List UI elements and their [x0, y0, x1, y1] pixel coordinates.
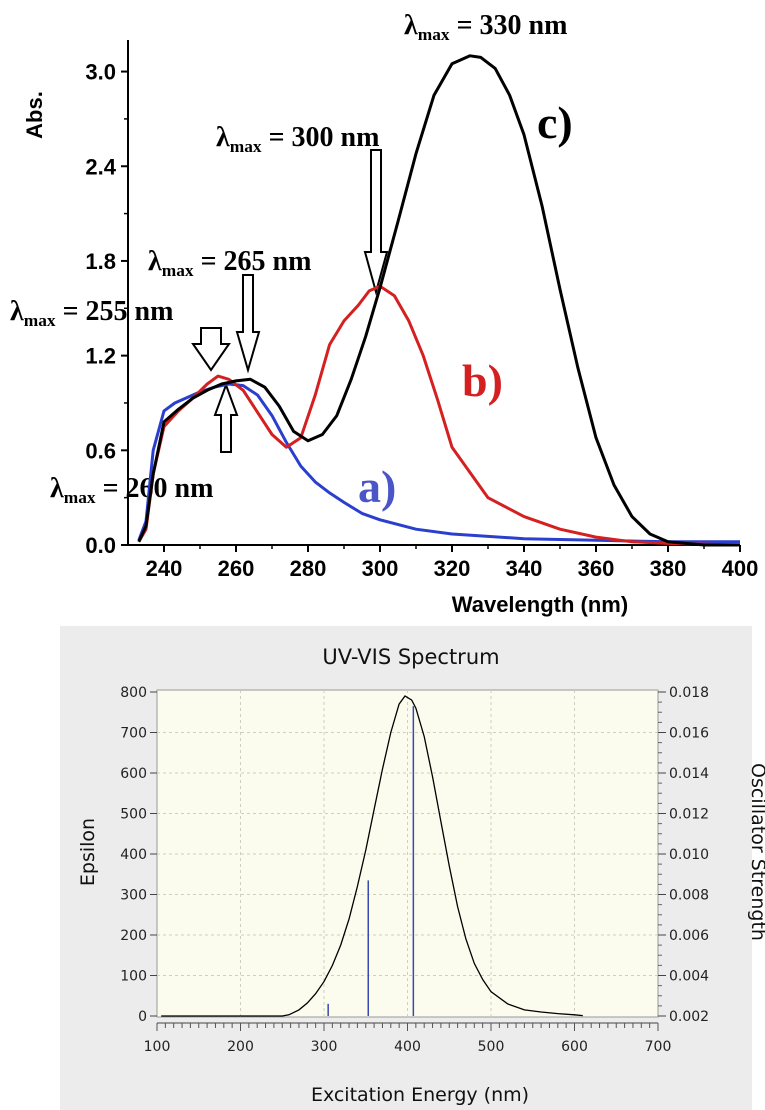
x-axis-label: Wavelength (nm): [452, 592, 628, 617]
y-axis-label-right: Oscillator Strength: [747, 763, 765, 941]
top-series-group: [137, 54, 741, 547]
x-tick-label: 100: [144, 1039, 171, 1055]
y2-tick-label: 0.014: [669, 766, 709, 782]
y2-tick-label: 0.010: [669, 847, 709, 863]
lambda-max-label-255: λmax = 255 nm: [10, 296, 173, 330]
epsilon-curve: [161, 695, 583, 1017]
y2-tick-label: 0.002: [669, 1009, 709, 1025]
series-line-c: [137, 54, 740, 547]
y-tick-label: 1.2: [85, 344, 116, 369]
y-tick-label: 3.0: [85, 60, 116, 85]
y2-tick-label: 0.016: [669, 726, 709, 742]
x-tick-label: 260: [218, 556, 255, 581]
x-tick-label: 400: [394, 1039, 421, 1055]
arrow-260: [213, 382, 239, 453]
x-tick-label: 380: [650, 556, 687, 581]
y-tick-label: 1.8: [85, 249, 116, 274]
y-tick-label: 0.0: [85, 533, 116, 558]
y-tick-label: 800: [120, 685, 147, 701]
y-tick-label: 600: [120, 766, 147, 782]
x-tick-label: 300: [311, 1039, 338, 1055]
chart-title: UV-VIS Spectrum: [322, 645, 499, 669]
x-tick-label: 280: [290, 556, 327, 581]
uv-vis-chart: UV-VIS Spectrum 0 100 200 300 400 500 600 700 80…: [60, 626, 765, 1110]
series-label-a: a): [358, 461, 396, 512]
y2-tick-label: 0.008: [669, 888, 709, 904]
y2-tick-label: 0.012: [669, 807, 709, 823]
y-tick-label: 300: [120, 888, 147, 904]
x-tick-label: 240: [146, 556, 183, 581]
y-tick-label: 0.6: [85, 438, 116, 463]
y-axis-label-left: Epsilon: [77, 818, 99, 886]
y-tick-label: 0: [138, 1009, 147, 1025]
x-tick-label: 360: [578, 556, 615, 581]
y2-tick-label: 0.018: [669, 685, 709, 701]
x-axis-label-bottom: Excitation Energy (nm): [311, 1084, 529, 1106]
arrow-255: [191, 327, 231, 372]
lambda-max-label-330: λmax = 330 nm: [404, 10, 567, 44]
x-tick-label: 320: [434, 556, 471, 581]
arrow-265: [235, 274, 261, 374]
series-line-a: [137, 382, 740, 544]
bottom-series-group: [161, 695, 583, 1017]
x-tick-label: 200: [227, 1039, 254, 1055]
bottom-axes: 0 100 200 300 400 500 600 700 800 0.002 0.004 0.006…: [120, 685, 709, 1055]
lambda-max-annotations: λmax = 330 nm λmax = 300 nm λmax = 265 nm λ…: [10, 10, 567, 507]
x-tick-label: 500: [478, 1039, 505, 1055]
arrow-300: [363, 149, 389, 296]
series-label-b: b): [462, 355, 503, 406]
y2-tick-label: 0.006: [669, 928, 709, 944]
y-tick-label: 200: [120, 928, 147, 944]
x-tick-label: 300: [362, 556, 399, 581]
lambda-max-label-300: λmax = 300 nm: [216, 122, 379, 156]
y-tick-label: 2.4: [85, 154, 116, 179]
absorbance-chart: λmax = 330 nm λmax = 300 nm λmax = 265 nm λ…: [10, 10, 758, 617]
x-tick-label: 340: [506, 556, 543, 581]
y-axis-label: Abs.: [22, 91, 47, 139]
y-tick-label: 400: [120, 847, 147, 863]
y2-tick-label: 0.004: [669, 969, 709, 985]
series-label-c: c): [537, 97, 573, 148]
y-tick-label: 500: [120, 807, 147, 823]
top-axes: 240 260 280 300 320 340 360 380 400 0.0 0.6 1.2 1.8 2…: [85, 40, 758, 581]
x-tick-label: 600: [561, 1039, 588, 1055]
lambda-max-label-265: λmax = 265 nm: [148, 246, 311, 280]
x-tick-label: 400: [722, 556, 759, 581]
y-tick-label: 100: [120, 969, 147, 985]
x-tick-label: 700: [645, 1039, 672, 1055]
lambda-max-label-260: λmax = 260 nm: [50, 473, 213, 507]
y-tick-label: 700: [120, 726, 147, 742]
